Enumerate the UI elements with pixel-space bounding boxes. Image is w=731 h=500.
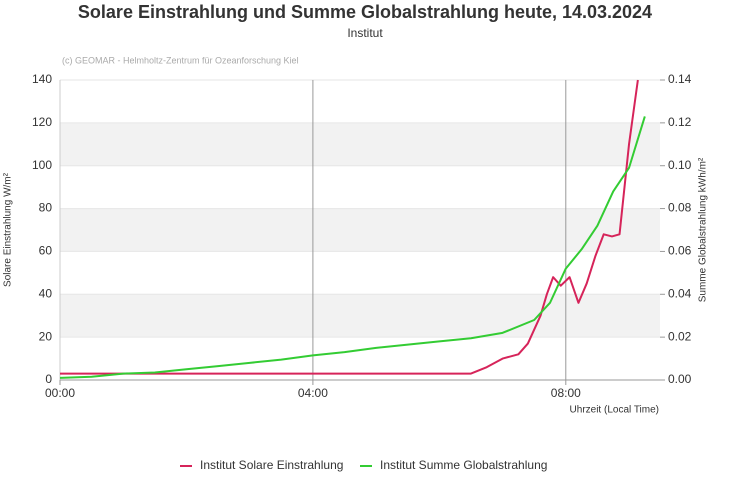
- chart-title: Solare Einstrahlung und Summe Globalstra…: [78, 2, 652, 22]
- y-tick-label: 60: [39, 244, 53, 258]
- y2-tick-label: 0.12: [668, 115, 692, 129]
- grid-band: [60, 294, 660, 338]
- y2-axis-title: Summe Globalstrahlung kWh/m²: [698, 157, 709, 302]
- y-tick-label: 20: [39, 329, 53, 343]
- y-tick-label: 80: [39, 201, 53, 215]
- series-line: [60, 79, 639, 375]
- x-axis-title: Uhrzeit (Local Time): [570, 405, 659, 416]
- y2-tick-label: 0.06: [668, 244, 692, 258]
- legend-label: Institut Summe Globalstrahlung: [380, 458, 547, 472]
- series-line: [59, 116, 646, 379]
- y-axis-title: Solare Einstrahlung W/m²: [3, 172, 14, 287]
- x-tick-label: 08:00: [551, 386, 581, 400]
- y-tick-label: 120: [32, 115, 52, 129]
- y2-tick-label: 0.08: [668, 201, 692, 215]
- y2-tick-label: 0.14: [668, 72, 692, 86]
- y-tick-label: 40: [39, 286, 53, 300]
- y2-tick-label: 0.00: [668, 372, 692, 386]
- x-tick-label: 04:00: [298, 386, 328, 400]
- legend-label: Institut Solare Einstrahlung: [200, 458, 343, 472]
- y2-tick-label: 0.02: [668, 329, 692, 343]
- y2-tick-label: 0.10: [668, 158, 692, 172]
- y-tick-label: 100: [32, 158, 52, 172]
- x-tick-label: 00:00: [45, 386, 75, 400]
- grid-band: [60, 122, 660, 166]
- credit: (c) GEOMAR - Helmholtz-Zentrum für Ozean…: [62, 55, 299, 65]
- y2-tick-label: 0.04: [668, 286, 692, 300]
- y-tick-label: 140: [32, 72, 52, 86]
- y-tick-label: 0: [45, 372, 52, 386]
- grid-band: [60, 208, 660, 252]
- chart-subtitle: Institut: [347, 26, 383, 40]
